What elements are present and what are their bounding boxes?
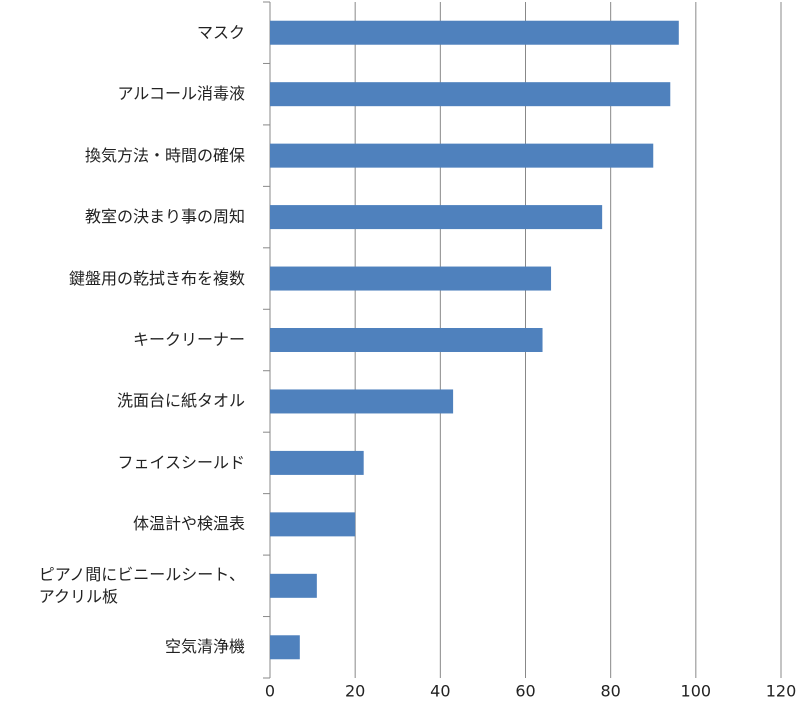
x-tick-label: 20 — [345, 682, 365, 701]
bar — [270, 143, 654, 168]
x-tick-label: 100 — [681, 682, 712, 701]
y-tick-label: 教室の決まり事の周知 — [84, 207, 245, 227]
y-tick-label: フェイスシールド — [117, 452, 245, 472]
x-tick-label: 0 — [265, 682, 275, 701]
y-tick-label: マスク — [196, 22, 245, 42]
bar — [270, 205, 603, 230]
y-tick-label: 体温計や検温表 — [132, 514, 245, 534]
y-tick-label: ピアノ間にビニールシート、 アクリル板 — [38, 564, 245, 606]
x-tick-label: 80 — [600, 682, 620, 701]
bar — [270, 389, 454, 414]
bar — [270, 328, 543, 352]
y-tick-label: 空気清浄機 — [164, 637, 245, 657]
bar — [270, 573, 317, 598]
y-tick-label: 鍵盤用の乾拭き布を複数 — [68, 268, 245, 288]
x-tick-label: 60 — [515, 682, 535, 701]
bar — [270, 512, 356, 537]
bar — [270, 450, 364, 475]
y-tick-label: 洗面台に紙タオル — [116, 391, 245, 411]
bar — [270, 635, 300, 660]
bar — [270, 266, 552, 291]
x-tick-label: 40 — [430, 682, 450, 701]
y-tick-label: 換気方法・時間の確保 — [84, 145, 245, 165]
y-tick-label: アルコール消毒液 — [117, 84, 245, 104]
bar — [270, 82, 671, 107]
y-tick-label: キークリーナー — [132, 330, 245, 349]
bar — [270, 20, 679, 45]
x-tick-label: 120 — [766, 682, 797, 701]
